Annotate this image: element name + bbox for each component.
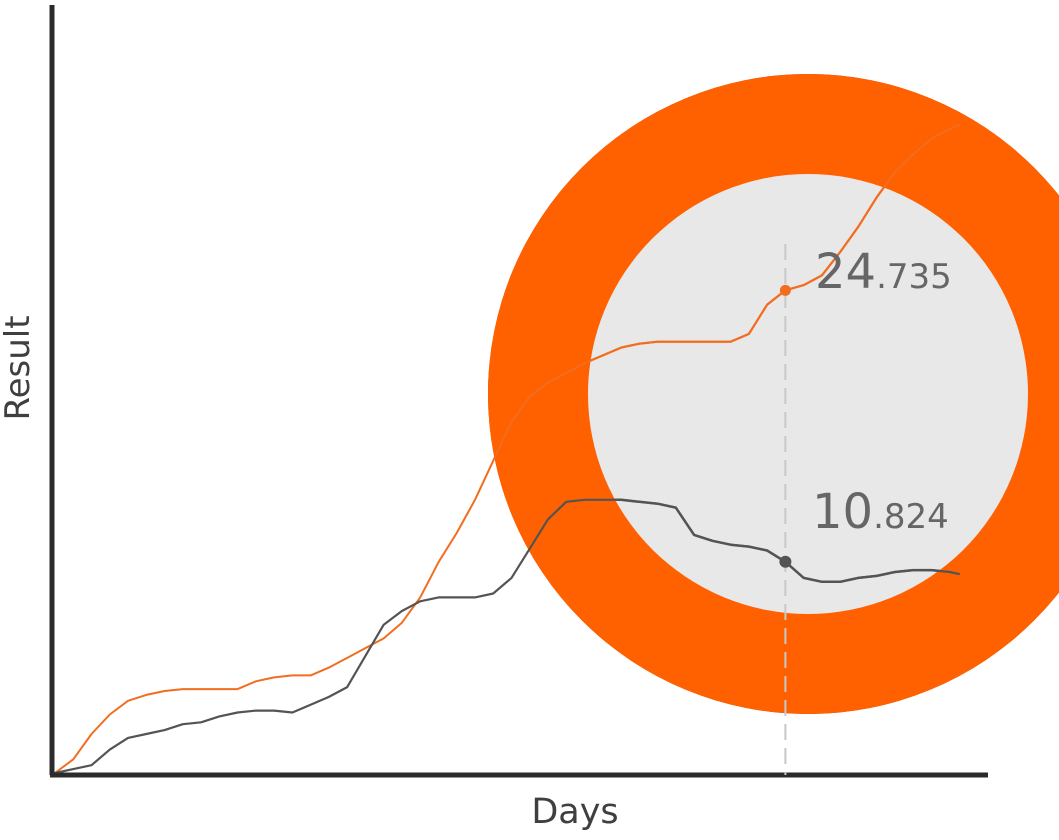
readout-orange-whole: 24 xyxy=(815,244,877,300)
x-axis-label: Days xyxy=(531,792,619,832)
readout-gray-fraction: .824 xyxy=(873,497,949,537)
marker-point-orange xyxy=(779,284,791,296)
series-line-gray-inner xyxy=(588,498,961,614)
readout-orange-fraction: .735 xyxy=(876,257,952,297)
value-readout-orange: 24.735 xyxy=(815,248,952,296)
readout-gray-whole: 10 xyxy=(812,484,874,540)
marker-point-gray xyxy=(779,555,792,568)
series-line-orange-inner xyxy=(588,174,960,614)
series-group-inside xyxy=(588,174,961,614)
magnifier-inner xyxy=(588,174,1028,614)
y-axis-label: Result xyxy=(0,315,38,421)
value-readout-gray: 10.824 xyxy=(812,488,949,536)
